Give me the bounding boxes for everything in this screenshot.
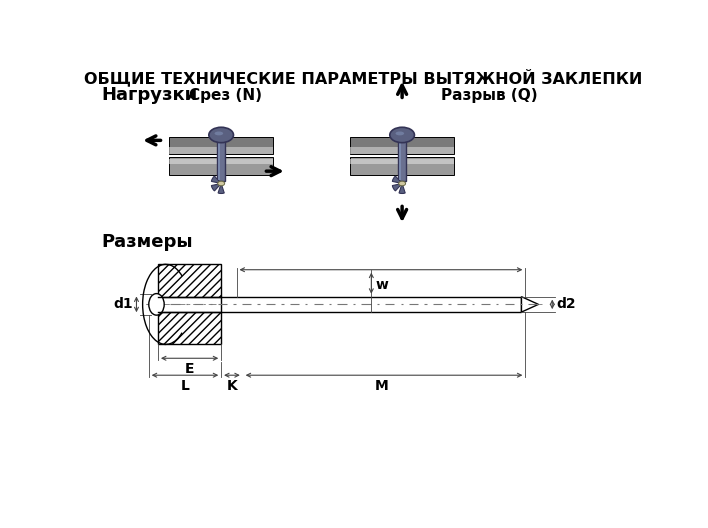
Bar bbox=[169, 147, 217, 154]
Bar bbox=[169, 159, 217, 164]
Ellipse shape bbox=[396, 131, 404, 135]
Bar bbox=[218, 138, 220, 180]
Bar bbox=[398, 137, 406, 181]
Ellipse shape bbox=[390, 127, 414, 143]
Bar bbox=[225, 159, 273, 164]
Text: M: M bbox=[375, 379, 389, 393]
Bar bbox=[350, 157, 398, 175]
Bar bbox=[350, 159, 398, 164]
Text: d2: d2 bbox=[556, 297, 576, 312]
Bar bbox=[225, 147, 273, 154]
Bar bbox=[406, 147, 454, 154]
Bar bbox=[217, 137, 225, 181]
Text: L: L bbox=[181, 379, 190, 393]
Wedge shape bbox=[218, 184, 224, 193]
Wedge shape bbox=[212, 184, 221, 191]
Wedge shape bbox=[399, 184, 405, 193]
Text: Размеры: Размеры bbox=[101, 233, 193, 251]
Text: d1: d1 bbox=[114, 297, 133, 312]
Wedge shape bbox=[392, 184, 402, 191]
Bar bbox=[350, 137, 398, 154]
Ellipse shape bbox=[209, 127, 234, 143]
Bar bbox=[406, 159, 454, 164]
Polygon shape bbox=[522, 297, 538, 312]
Wedge shape bbox=[392, 176, 402, 184]
Wedge shape bbox=[212, 176, 221, 184]
Bar bbox=[221, 297, 522, 312]
Text: Нагрузки: Нагрузки bbox=[101, 87, 198, 105]
Ellipse shape bbox=[149, 294, 164, 315]
Bar bbox=[399, 138, 401, 180]
Polygon shape bbox=[158, 265, 221, 297]
Bar bbox=[169, 157, 217, 175]
Polygon shape bbox=[158, 312, 221, 344]
Ellipse shape bbox=[215, 131, 223, 135]
Bar bbox=[225, 137, 273, 154]
Bar bbox=[225, 157, 273, 175]
Ellipse shape bbox=[217, 181, 224, 186]
Text: Разрыв (Q): Разрыв (Q) bbox=[440, 88, 537, 103]
Text: Срез (N): Срез (N) bbox=[188, 88, 261, 103]
Text: ОБЩИЕ ТЕХНИЧЕСКИЕ ПАРАМЕТРЫ ВЫТЯЖНОЙ ЗАКЛЕПКИ: ОБЩИЕ ТЕХНИЧЕСКИЕ ПАРАМЕТРЫ ВЫТЯЖНОЙ ЗАК… bbox=[84, 69, 642, 87]
Bar bbox=[406, 157, 454, 175]
Bar bbox=[169, 137, 217, 154]
Text: K: K bbox=[227, 379, 237, 393]
Ellipse shape bbox=[399, 181, 406, 186]
Bar bbox=[350, 147, 398, 154]
Text: E: E bbox=[185, 362, 195, 376]
Text: w: w bbox=[375, 278, 388, 292]
Bar bbox=[406, 137, 454, 154]
